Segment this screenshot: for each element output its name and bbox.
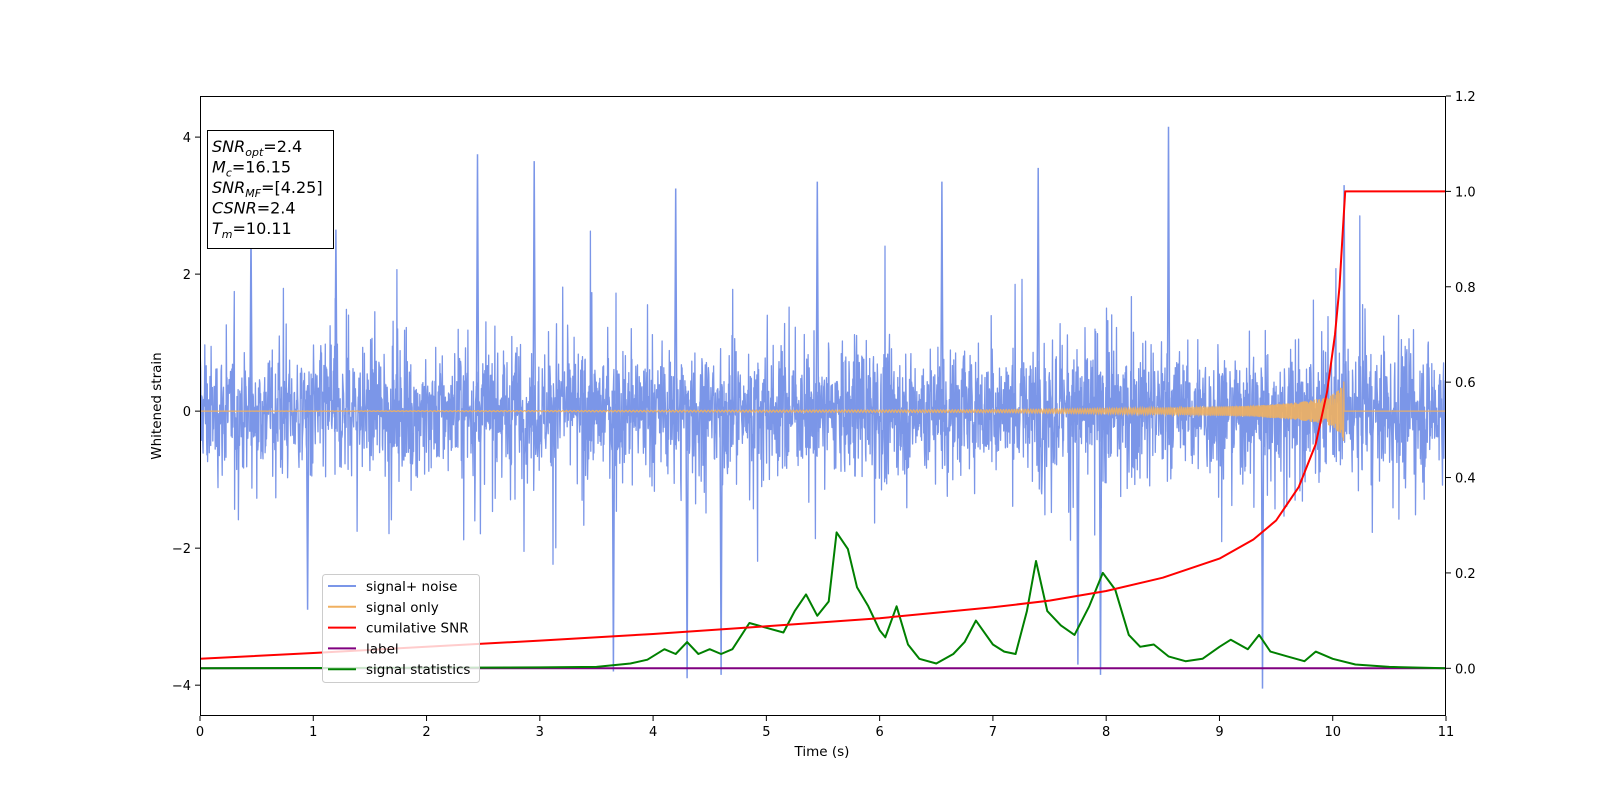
y-left-tick-label: −2 <box>172 542 191 557</box>
noise-spike <box>333 229 338 432</box>
y-left-tick-label: 4 <box>183 131 191 146</box>
y-left-tick-label: 2 <box>183 268 191 283</box>
legend-label: signal+ noise <box>366 579 457 595</box>
annotation-frame <box>207 130 334 249</box>
y-right-tick-label: 0.6 <box>1455 376 1476 391</box>
plot-frame <box>200 96 1446 716</box>
left-y-axis: −4 −2 0 2 4 <box>172 131 200 694</box>
y-right-tick-label: 1.0 <box>1455 185 1476 200</box>
noise-spike <box>1260 390 1265 689</box>
legend-item: signal statistics <box>328 662 470 678</box>
annotation-line: Mc=16.15 <box>212 158 291 180</box>
legend: signal+ noise signal only cumilative SNR la… <box>322 574 480 683</box>
noise-spike <box>532 161 537 432</box>
y-right-tick-label: 0.2 <box>1455 567 1476 582</box>
x-tick-label: 5 <box>762 725 770 740</box>
y-right-tick-label: 0.4 <box>1455 472 1476 487</box>
x-tick-label: 4 <box>649 725 657 740</box>
annotation-line: CSNR=2.4 <box>212 199 296 218</box>
legend-label: signal only <box>366 600 439 616</box>
legend-label: cumilative SNR <box>366 621 469 637</box>
right-y-axis: 0.0 0.2 0.4 0.6 0.8 1.0 1.2 <box>1446 90 1476 677</box>
signal-noise-series <box>200 126 1446 689</box>
annotation-line: SNRMF=[4.25] <box>212 178 323 200</box>
legend-label: signal statistics <box>366 662 470 678</box>
noise-spike <box>673 188 678 432</box>
noise-spike <box>939 181 944 432</box>
noise-spike <box>1036 167 1041 432</box>
signal-only-line <box>200 381 1446 442</box>
legend-item: signal+ noise <box>328 579 457 595</box>
noise-spike <box>611 390 616 672</box>
noise-spike <box>685 390 690 679</box>
x-tick-label: 7 <box>989 725 997 740</box>
annotation-line: Tm=10.11 <box>212 219 292 241</box>
y-right-tick-label: 1.2 <box>1455 90 1476 105</box>
x-tick-label: 2 <box>422 725 430 740</box>
noise-spike <box>1098 390 1103 675</box>
cumulative-snr-line <box>200 190 1446 660</box>
legend-item: signal only <box>328 600 439 616</box>
legend-label: label <box>366 641 399 657</box>
x-tick-label: 10 <box>1324 725 1341 740</box>
x-tick-label: 1 <box>309 725 317 740</box>
legend-item: label <box>328 641 399 657</box>
x-tick-label: 8 <box>1102 725 1110 740</box>
y-left-tick-label: 0 <box>183 405 191 420</box>
x-tick-label: 11 <box>1438 725 1455 740</box>
y-axis-label: Whitened strain <box>149 352 165 459</box>
signal-noise-line <box>200 215 1446 565</box>
signal-statistics-line <box>200 531 1446 670</box>
y-right-tick-label: 0.8 <box>1455 281 1476 296</box>
noise-spike <box>815 181 820 432</box>
noise-spike <box>475 154 480 432</box>
x-tick-label: 0 <box>196 725 204 740</box>
noise-spike <box>719 390 724 675</box>
noise-spike <box>1075 390 1080 665</box>
annotation-box: SNRopt=2.4Mc=16.15SNRMF=[4.25]CSNR=2.4Tm… <box>207 130 334 249</box>
noise-spike <box>305 390 310 610</box>
annotation-line: SNRopt=2.4 <box>212 137 302 159</box>
x-tick-label: 9 <box>1215 725 1223 740</box>
signal-only-series <box>200 381 1446 442</box>
x-axis-label: Time (s) <box>794 744 850 760</box>
noise-spike <box>1342 185 1347 432</box>
y-right-tick-label: 0.0 <box>1455 662 1476 677</box>
x-axis: 0 1 2 3 4 5 6 7 8 9 10 11 <box>196 716 1454 740</box>
x-tick-label: 3 <box>536 725 544 740</box>
legend-item: cumilative SNR <box>328 621 469 637</box>
x-tick-label: 6 <box>875 725 883 740</box>
legend-frame <box>322 574 480 683</box>
noise-spike <box>1166 126 1171 432</box>
plot-area <box>200 126 1446 689</box>
y-left-tick-label: −4 <box>172 679 191 694</box>
